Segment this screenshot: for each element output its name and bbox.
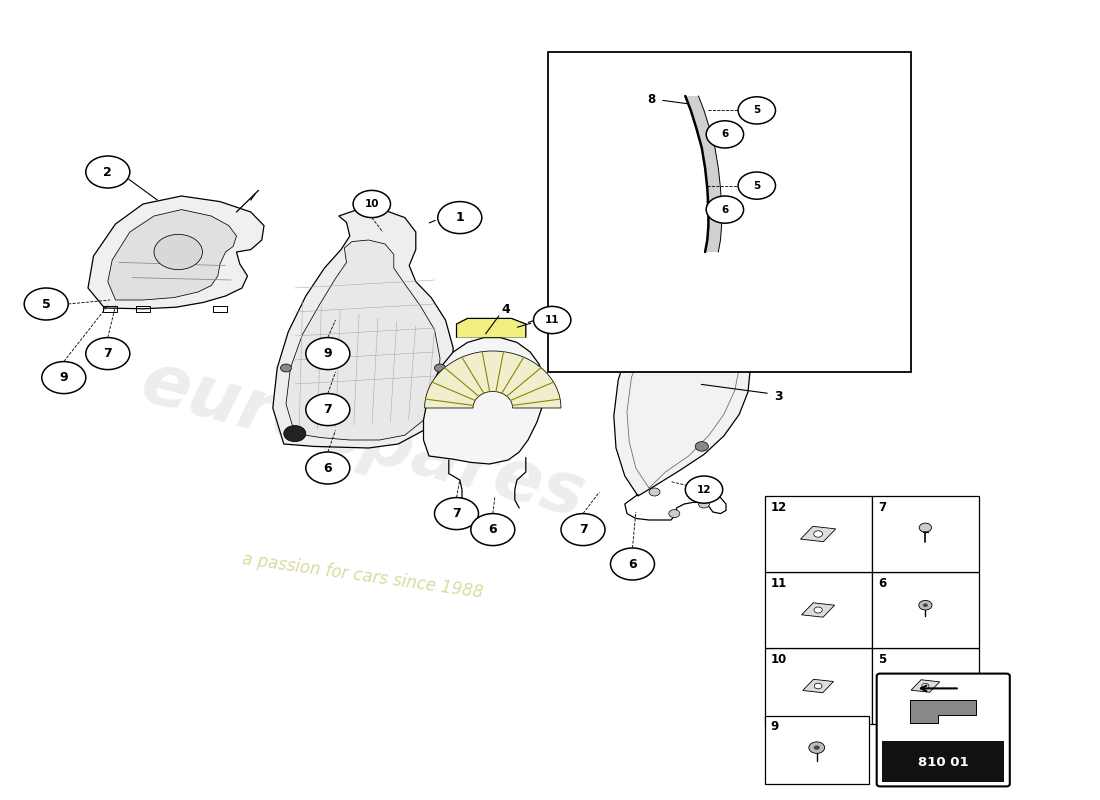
FancyBboxPatch shape — [882, 742, 1004, 782]
Text: 10: 10 — [771, 653, 788, 666]
Circle shape — [353, 190, 390, 218]
FancyBboxPatch shape — [871, 496, 979, 572]
Circle shape — [695, 442, 708, 451]
Text: 5: 5 — [878, 653, 887, 666]
Circle shape — [923, 603, 927, 607]
Text: 6: 6 — [488, 523, 497, 536]
Text: 12: 12 — [771, 501, 788, 514]
Text: 7: 7 — [103, 347, 112, 360]
Polygon shape — [456, 318, 526, 338]
Circle shape — [920, 523, 932, 532]
Text: 11: 11 — [771, 577, 788, 590]
Text: eurospares: eurospares — [133, 347, 593, 533]
Polygon shape — [424, 338, 544, 464]
Text: 11: 11 — [544, 315, 560, 325]
Text: 12: 12 — [696, 485, 712, 494]
FancyBboxPatch shape — [877, 674, 1010, 786]
Text: 6: 6 — [878, 577, 887, 590]
FancyBboxPatch shape — [764, 716, 869, 784]
Polygon shape — [685, 96, 722, 252]
Circle shape — [306, 394, 350, 426]
Text: 7: 7 — [323, 403, 332, 416]
Circle shape — [814, 683, 822, 689]
Polygon shape — [108, 210, 236, 300]
Text: 8: 8 — [647, 93, 656, 106]
Circle shape — [434, 364, 446, 372]
Text: 4: 4 — [502, 303, 510, 316]
Polygon shape — [286, 240, 440, 440]
Text: 2: 2 — [103, 166, 112, 178]
Text: 5: 5 — [42, 298, 51, 310]
Circle shape — [649, 488, 660, 496]
Circle shape — [610, 548, 654, 580]
Polygon shape — [803, 679, 834, 693]
Polygon shape — [88, 196, 264, 309]
FancyBboxPatch shape — [548, 52, 911, 372]
Text: 5: 5 — [754, 106, 760, 115]
Text: 7: 7 — [579, 523, 587, 536]
Circle shape — [685, 476, 723, 503]
Circle shape — [284, 426, 306, 442]
FancyBboxPatch shape — [764, 572, 871, 648]
Circle shape — [738, 97, 775, 124]
Circle shape — [698, 500, 710, 508]
Text: 9: 9 — [770, 720, 779, 733]
Circle shape — [24, 288, 68, 320]
Circle shape — [434, 498, 478, 530]
Circle shape — [706, 121, 744, 148]
Circle shape — [86, 156, 130, 188]
Circle shape — [922, 683, 928, 689]
Text: 6: 6 — [323, 462, 332, 474]
Circle shape — [706, 196, 744, 223]
Polygon shape — [911, 680, 939, 692]
Circle shape — [438, 202, 482, 234]
Polygon shape — [802, 603, 835, 618]
Circle shape — [154, 234, 202, 270]
Text: 810 01: 810 01 — [917, 756, 969, 769]
Circle shape — [471, 514, 515, 546]
Polygon shape — [273, 210, 453, 448]
Circle shape — [306, 338, 350, 370]
FancyBboxPatch shape — [764, 648, 871, 724]
Text: 10: 10 — [364, 199, 380, 209]
Circle shape — [918, 600, 932, 610]
Text: 7: 7 — [878, 501, 887, 514]
Polygon shape — [801, 526, 836, 542]
Circle shape — [42, 362, 86, 394]
Polygon shape — [614, 270, 750, 496]
Polygon shape — [425, 351, 561, 408]
Text: a passion for cars since 1988: a passion for cars since 1988 — [241, 550, 485, 602]
Circle shape — [280, 364, 292, 372]
FancyBboxPatch shape — [764, 496, 871, 572]
Circle shape — [561, 514, 605, 546]
Circle shape — [814, 746, 820, 750]
Text: 7: 7 — [452, 507, 461, 520]
Circle shape — [814, 531, 823, 538]
Circle shape — [534, 306, 571, 334]
Circle shape — [86, 338, 130, 370]
Circle shape — [306, 452, 350, 484]
FancyBboxPatch shape — [871, 572, 979, 648]
Text: 6: 6 — [628, 558, 637, 570]
Text: 9: 9 — [59, 371, 68, 384]
Text: 5: 5 — [754, 181, 760, 190]
Text: 3: 3 — [774, 390, 783, 402]
Text: 6: 6 — [722, 205, 728, 214]
Circle shape — [738, 172, 775, 199]
Polygon shape — [911, 701, 977, 723]
Text: 6: 6 — [722, 130, 728, 139]
FancyBboxPatch shape — [871, 648, 979, 724]
Text: 9: 9 — [323, 347, 332, 360]
Circle shape — [814, 607, 822, 613]
Circle shape — [808, 742, 825, 754]
Circle shape — [669, 510, 680, 518]
Text: 1: 1 — [455, 211, 464, 224]
